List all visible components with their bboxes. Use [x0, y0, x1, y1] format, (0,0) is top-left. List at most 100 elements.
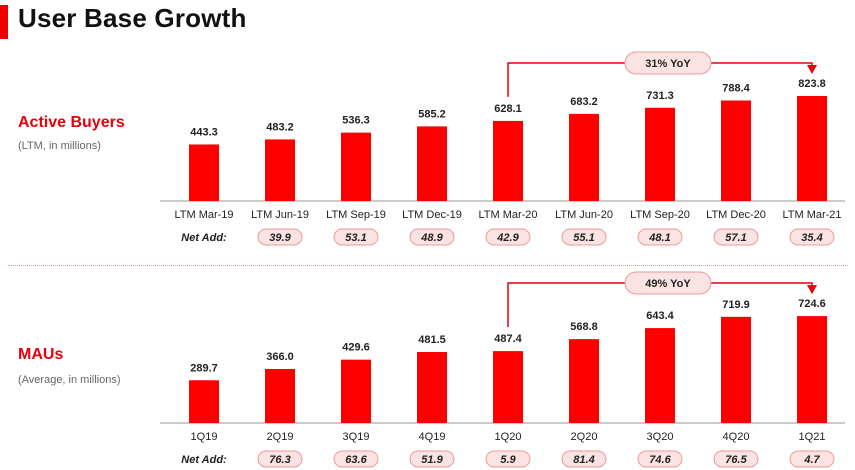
buyers-value-label: 628.1 — [494, 103, 522, 115]
active-buyers-chart: 443.3 LTM Mar-19 483.2 LTM Jun-19 536.3 LTM S… — [160, 51, 845, 246]
buyers-net-add-value: 57.1 — [725, 232, 746, 244]
maus-value-label: 366.0 — [266, 351, 294, 363]
buyers-net-add-pill — [409, 228, 455, 246]
maus-net-add-pill — [409, 450, 455, 468]
buyers-bar — [645, 107, 675, 201]
maus-value-label: 643.4 — [646, 310, 674, 322]
buyers-yoy-badge — [624, 51, 712, 75]
buyers-value-label: 823.8 — [798, 78, 826, 90]
maus-tick-label: 1Q19 — [191, 431, 218, 443]
buyers-value-label: 731.3 — [646, 90, 674, 102]
maus-net-add-pill — [561, 450, 607, 468]
buyers-net-add-pill — [561, 228, 607, 246]
maus-value-label: 487.4 — [494, 333, 522, 345]
buyers-tick-label: LTM Sep-20 — [630, 209, 690, 221]
buyers-tick-label: LTM Jun-20 — [555, 209, 613, 221]
buyers-net-add-value: 35.4 — [801, 232, 822, 244]
maus-tick-label: 4Q19 — [419, 431, 446, 443]
buyers-yoy-label: 31% YoY — [645, 58, 691, 70]
buyers-bar — [797, 95, 827, 201]
buyers-net-add-value: 53.1 — [345, 232, 366, 244]
buyers-tick-label: LTM Dec-20 — [706, 209, 766, 221]
buyers-net-add-pill — [789, 228, 835, 246]
buyers-tick-label: LTM Mar-19 — [174, 209, 233, 221]
maus-value-label: 429.6 — [342, 342, 370, 354]
maus-net-add-value: 76.3 — [269, 454, 290, 466]
maus-net-add-value: 5.9 — [500, 454, 516, 466]
buyers-net-add-pill — [713, 228, 759, 246]
buyers-net-add-value: 42.9 — [496, 232, 519, 244]
maus-net-add-pill — [257, 450, 303, 468]
buyers-bar — [265, 139, 295, 201]
maus-bar — [721, 316, 751, 423]
maus-title: MAUs — [18, 346, 64, 363]
buyers-bar — [417, 126, 447, 201]
maus-value-label: 724.6 — [798, 298, 826, 310]
maus-value-label: 568.8 — [570, 321, 598, 333]
buyers-bar — [341, 132, 371, 201]
buyers-net-add-pill — [333, 228, 379, 246]
maus-chart: 289.7 1Q19 366.0 2Q19 429.6 3Q19 481.5 4Q19 487.… — [160, 271, 845, 468]
buyers-tick-label: LTM Dec-19 — [402, 209, 462, 221]
buyers-net-add-value: 39.9 — [269, 232, 291, 244]
maus-bar — [569, 339, 599, 423]
maus-tick-label: 1Q21 — [799, 431, 826, 443]
maus-yoy-arrowhead — [807, 285, 817, 295]
maus-tick-label: 2Q20 — [571, 431, 598, 443]
buyers-net-add-pill — [637, 228, 683, 246]
buyers-value-label: 483.2 — [266, 121, 294, 133]
maus-bar — [797, 316, 827, 423]
maus-net-add-pill — [485, 450, 531, 468]
maus-bar — [341, 359, 371, 423]
buyers-bar — [493, 120, 523, 201]
buyers-tick-label: LTM Mar-21 — [782, 209, 841, 221]
buyers-tick-label: LTM Mar-20 — [478, 209, 537, 221]
maus-tick-label: 1Q20 — [495, 431, 522, 443]
maus-net-add-value: 74.6 — [649, 454, 671, 466]
maus-value-label: 481.5 — [418, 334, 446, 346]
maus-subtitle: (Average, in millions) — [18, 374, 121, 386]
page-title: User Base Growth — [18, 3, 247, 33]
maus-bar — [189, 380, 219, 423]
buyers-yoy-arrowhead — [807, 64, 817, 74]
maus-net-add-value: 4.7 — [803, 454, 820, 466]
buyers-net-add-pill — [485, 228, 531, 246]
maus-value-label: 719.9 — [722, 299, 750, 311]
buyers-net-add-value: 48.1 — [648, 232, 670, 244]
maus-net-add-pill — [713, 450, 759, 468]
buyers-value-label: 536.3 — [342, 115, 370, 127]
buyers-net-add-label: Net Add: — [181, 232, 227, 244]
maus-tick-label: 3Q20 — [647, 431, 674, 443]
maus-bar — [417, 351, 447, 423]
active-buyers-subtitle: (LTM, in millions) — [18, 140, 101, 152]
maus-tick-label: 4Q20 — [723, 431, 750, 443]
maus-net-add-value: 51.9 — [421, 454, 443, 466]
maus-tick-label: 2Q19 — [267, 431, 294, 443]
maus-yoy-label: 49% YoY — [645, 278, 691, 290]
maus-bar — [645, 328, 675, 423]
maus-net-add-value: 76.5 — [725, 454, 747, 466]
maus-tick-label: 3Q19 — [343, 431, 370, 443]
buyers-net-add-value: 55.1 — [573, 232, 594, 244]
maus-net-add-pill — [637, 450, 683, 468]
maus-net-add-pill — [789, 450, 835, 468]
maus-bar — [493, 351, 523, 423]
maus-net-add-value: 63.6 — [345, 454, 367, 466]
buyers-value-label: 683.2 — [570, 96, 598, 108]
buyers-net-add-value: 48.9 — [420, 232, 443, 244]
buyers-value-label: 443.3 — [190, 126, 218, 138]
maus-net-add-value: 81.4 — [573, 454, 594, 466]
maus-value-label: 289.7 — [190, 362, 218, 374]
buyers-net-add-pill — [257, 228, 303, 246]
buyers-tick-label: LTM Sep-19 — [326, 209, 386, 221]
section-divider — [8, 265, 848, 266]
title-accent-bar — [0, 5, 8, 39]
maus-net-add-label: Net Add: — [181, 454, 227, 466]
maus-net-add-pill — [333, 450, 379, 468]
active-buyers-title: Active Buyers — [18, 114, 125, 131]
buyers-bar — [721, 100, 751, 201]
maus-yoy-badge — [624, 271, 712, 295]
buyers-value-label: 788.4 — [722, 82, 750, 94]
buyers-value-label: 585.2 — [418, 108, 446, 120]
maus-bar — [265, 369, 295, 423]
